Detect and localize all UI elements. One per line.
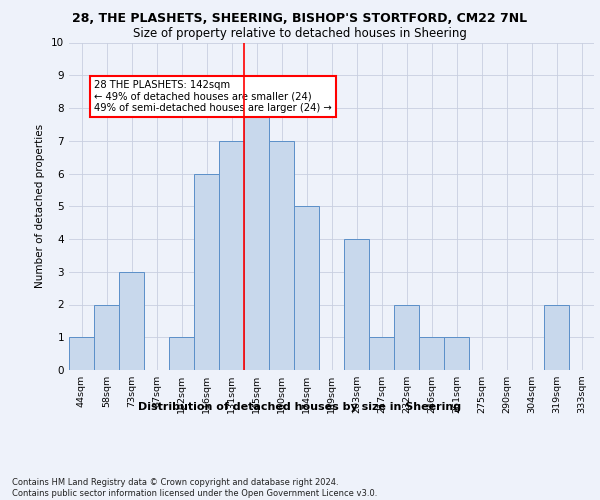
Bar [244, 108, 269, 370]
Bar [194, 174, 219, 370]
Bar [294, 206, 319, 370]
Bar [419, 337, 444, 370]
Text: Contains HM Land Registry data © Crown copyright and database right 2024.
Contai: Contains HM Land Registry data © Crown c… [12, 478, 377, 498]
Bar [544, 304, 569, 370]
Text: 28 THE PLASHETS: 142sqm
← 49% of detached houses are smaller (24)
49% of semi-de: 28 THE PLASHETS: 142sqm ← 49% of detache… [94, 80, 332, 114]
Y-axis label: Number of detached properties: Number of detached properties [35, 124, 46, 288]
Bar [94, 304, 119, 370]
Text: 28, THE PLASHETS, SHEERING, BISHOP'S STORTFORD, CM22 7NL: 28, THE PLASHETS, SHEERING, BISHOP'S STO… [73, 12, 527, 26]
Bar [394, 304, 419, 370]
Text: Distribution of detached houses by size in Sheering: Distribution of detached houses by size … [139, 402, 461, 412]
Text: Size of property relative to detached houses in Sheering: Size of property relative to detached ho… [133, 28, 467, 40]
Bar [444, 337, 469, 370]
Bar [269, 141, 294, 370]
Bar [219, 141, 244, 370]
Bar [344, 239, 369, 370]
Bar [119, 272, 144, 370]
Bar [69, 337, 94, 370]
Bar [369, 337, 394, 370]
Bar [169, 337, 194, 370]
